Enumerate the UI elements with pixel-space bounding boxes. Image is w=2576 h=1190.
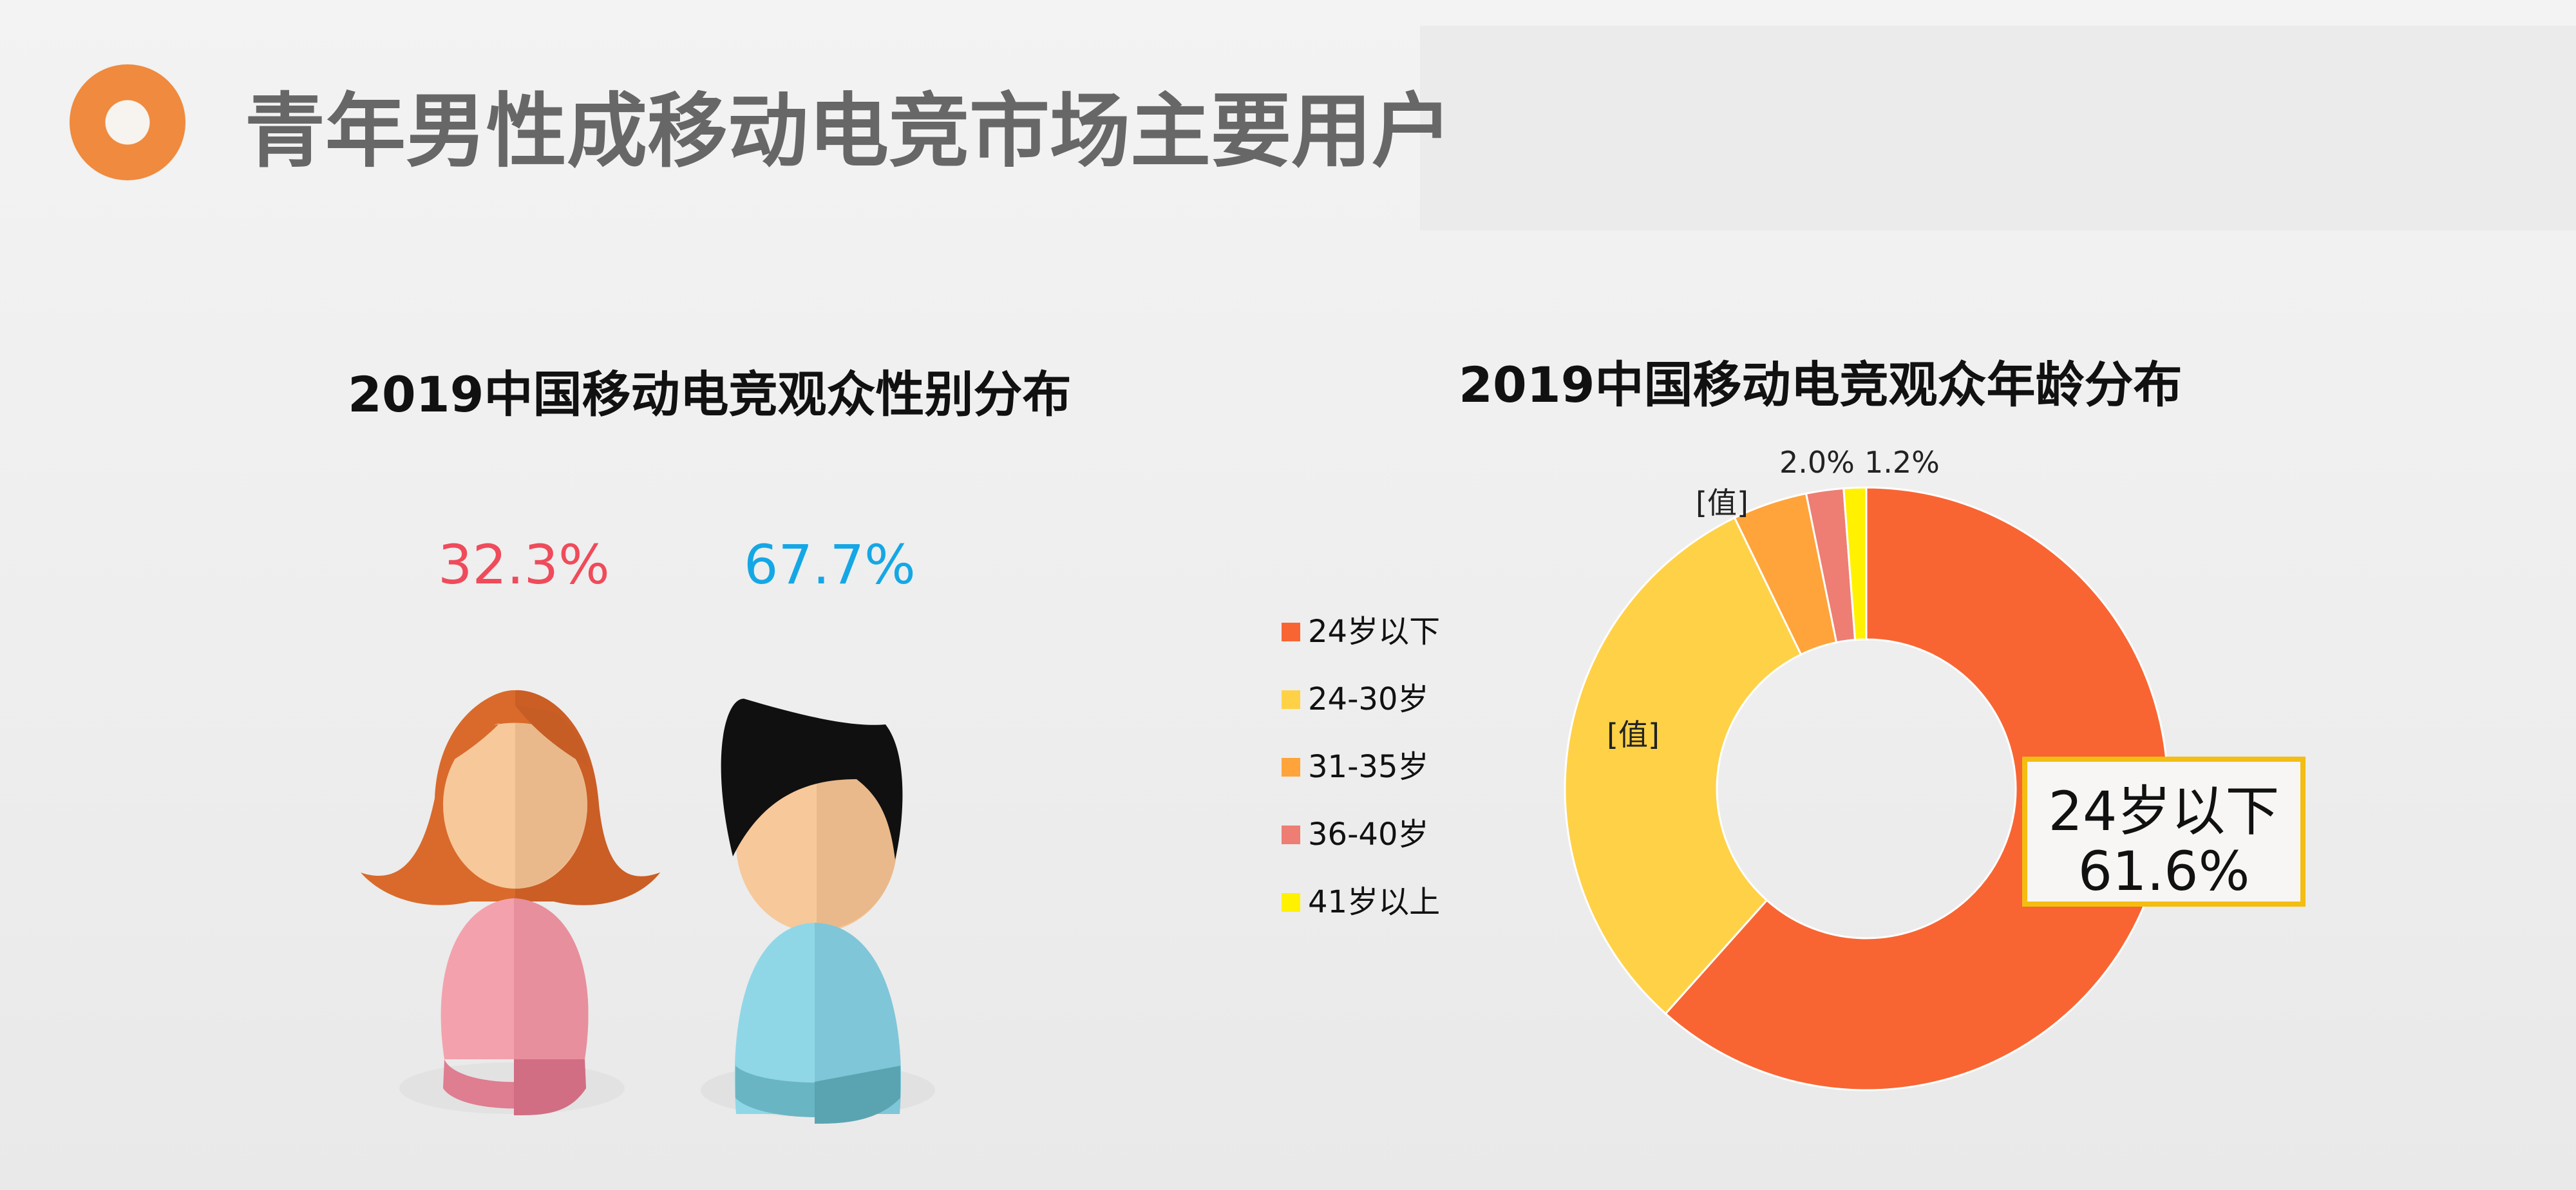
title-background-panel — [1420, 26, 2576, 231]
donut-slice-24岁以下 — [1664, 486, 2169, 1091]
legend-swatch-41-plus — [1282, 892, 1300, 912]
male-hair — [721, 699, 903, 860]
label-41-plus-value: 1.2% — [1864, 445, 1940, 480]
legend-swatch-31-35 — [1282, 757, 1300, 777]
age-chart-title: 2019中国移动电竞观众年龄分布 — [1459, 356, 2183, 413]
legend-item-24-30: 24-30岁 — [1282, 679, 1428, 719]
male-avatar-icon — [701, 699, 935, 1124]
legend-label-24-30: 24-30岁 — [1308, 681, 1429, 717]
callout-category: 24岁以下 — [2048, 780, 2280, 843]
donut-slice-24-30岁 — [1564, 516, 1803, 1015]
label-31-35-placeholder: [值] — [1696, 486, 1748, 520]
female-skirt-band-shadow — [514, 1059, 586, 1115]
legend-swatch-36-40 — [1282, 825, 1300, 844]
male-base-band-shadow — [815, 1066, 900, 1124]
label-24-30-placeholder: [值] — [1607, 717, 1660, 752]
legend-swatch-under-24 — [1282, 622, 1300, 641]
female-bangs-shadow — [515, 705, 587, 766]
callout-value: 61.6% — [2078, 840, 2250, 903]
male-percentage-label: 67.7% — [744, 533, 916, 596]
female-face-shadow — [515, 721, 587, 889]
under-24-callout: 24岁以下 61.6% — [2022, 757, 2306, 907]
age-donut-chart — [1564, 486, 2169, 1091]
legend-item-31-35: 31-35岁 — [1282, 747, 1428, 787]
legend-item-under-24: 24岁以下 — [1282, 612, 1440, 652]
legend-label-41-plus: 41岁以上 — [1308, 884, 1441, 920]
legend-item-41-plus: 41岁以上 — [1282, 882, 1440, 922]
gender-chart-title: 2019中国移动电竞观众性别分布 — [348, 366, 1072, 423]
slide-title: 青年男性成移动电竞市场主要用户 — [245, 85, 1452, 178]
label-36-40-value: 2.0% — [1779, 445, 1855, 480]
legend-item-36-40: 36-40岁 — [1282, 815, 1428, 855]
donut-slice-41岁以上 — [1842, 486, 1868, 641]
legend-swatch-24-30 — [1282, 690, 1300, 709]
legend-label-under-24: 24岁以下 — [1308, 614, 1441, 650]
legend-label-31-35: 31-35岁 — [1308, 749, 1429, 785]
orange-ring-icon — [70, 64, 185, 180]
male-body-shadow — [815, 923, 902, 1114]
female-avatar-icon — [361, 690, 660, 1115]
legend-label-36-40: 36-40岁 — [1308, 817, 1429, 853]
female-body-shadow — [514, 898, 589, 1059]
female-percentage-label: 32.3% — [438, 533, 610, 596]
